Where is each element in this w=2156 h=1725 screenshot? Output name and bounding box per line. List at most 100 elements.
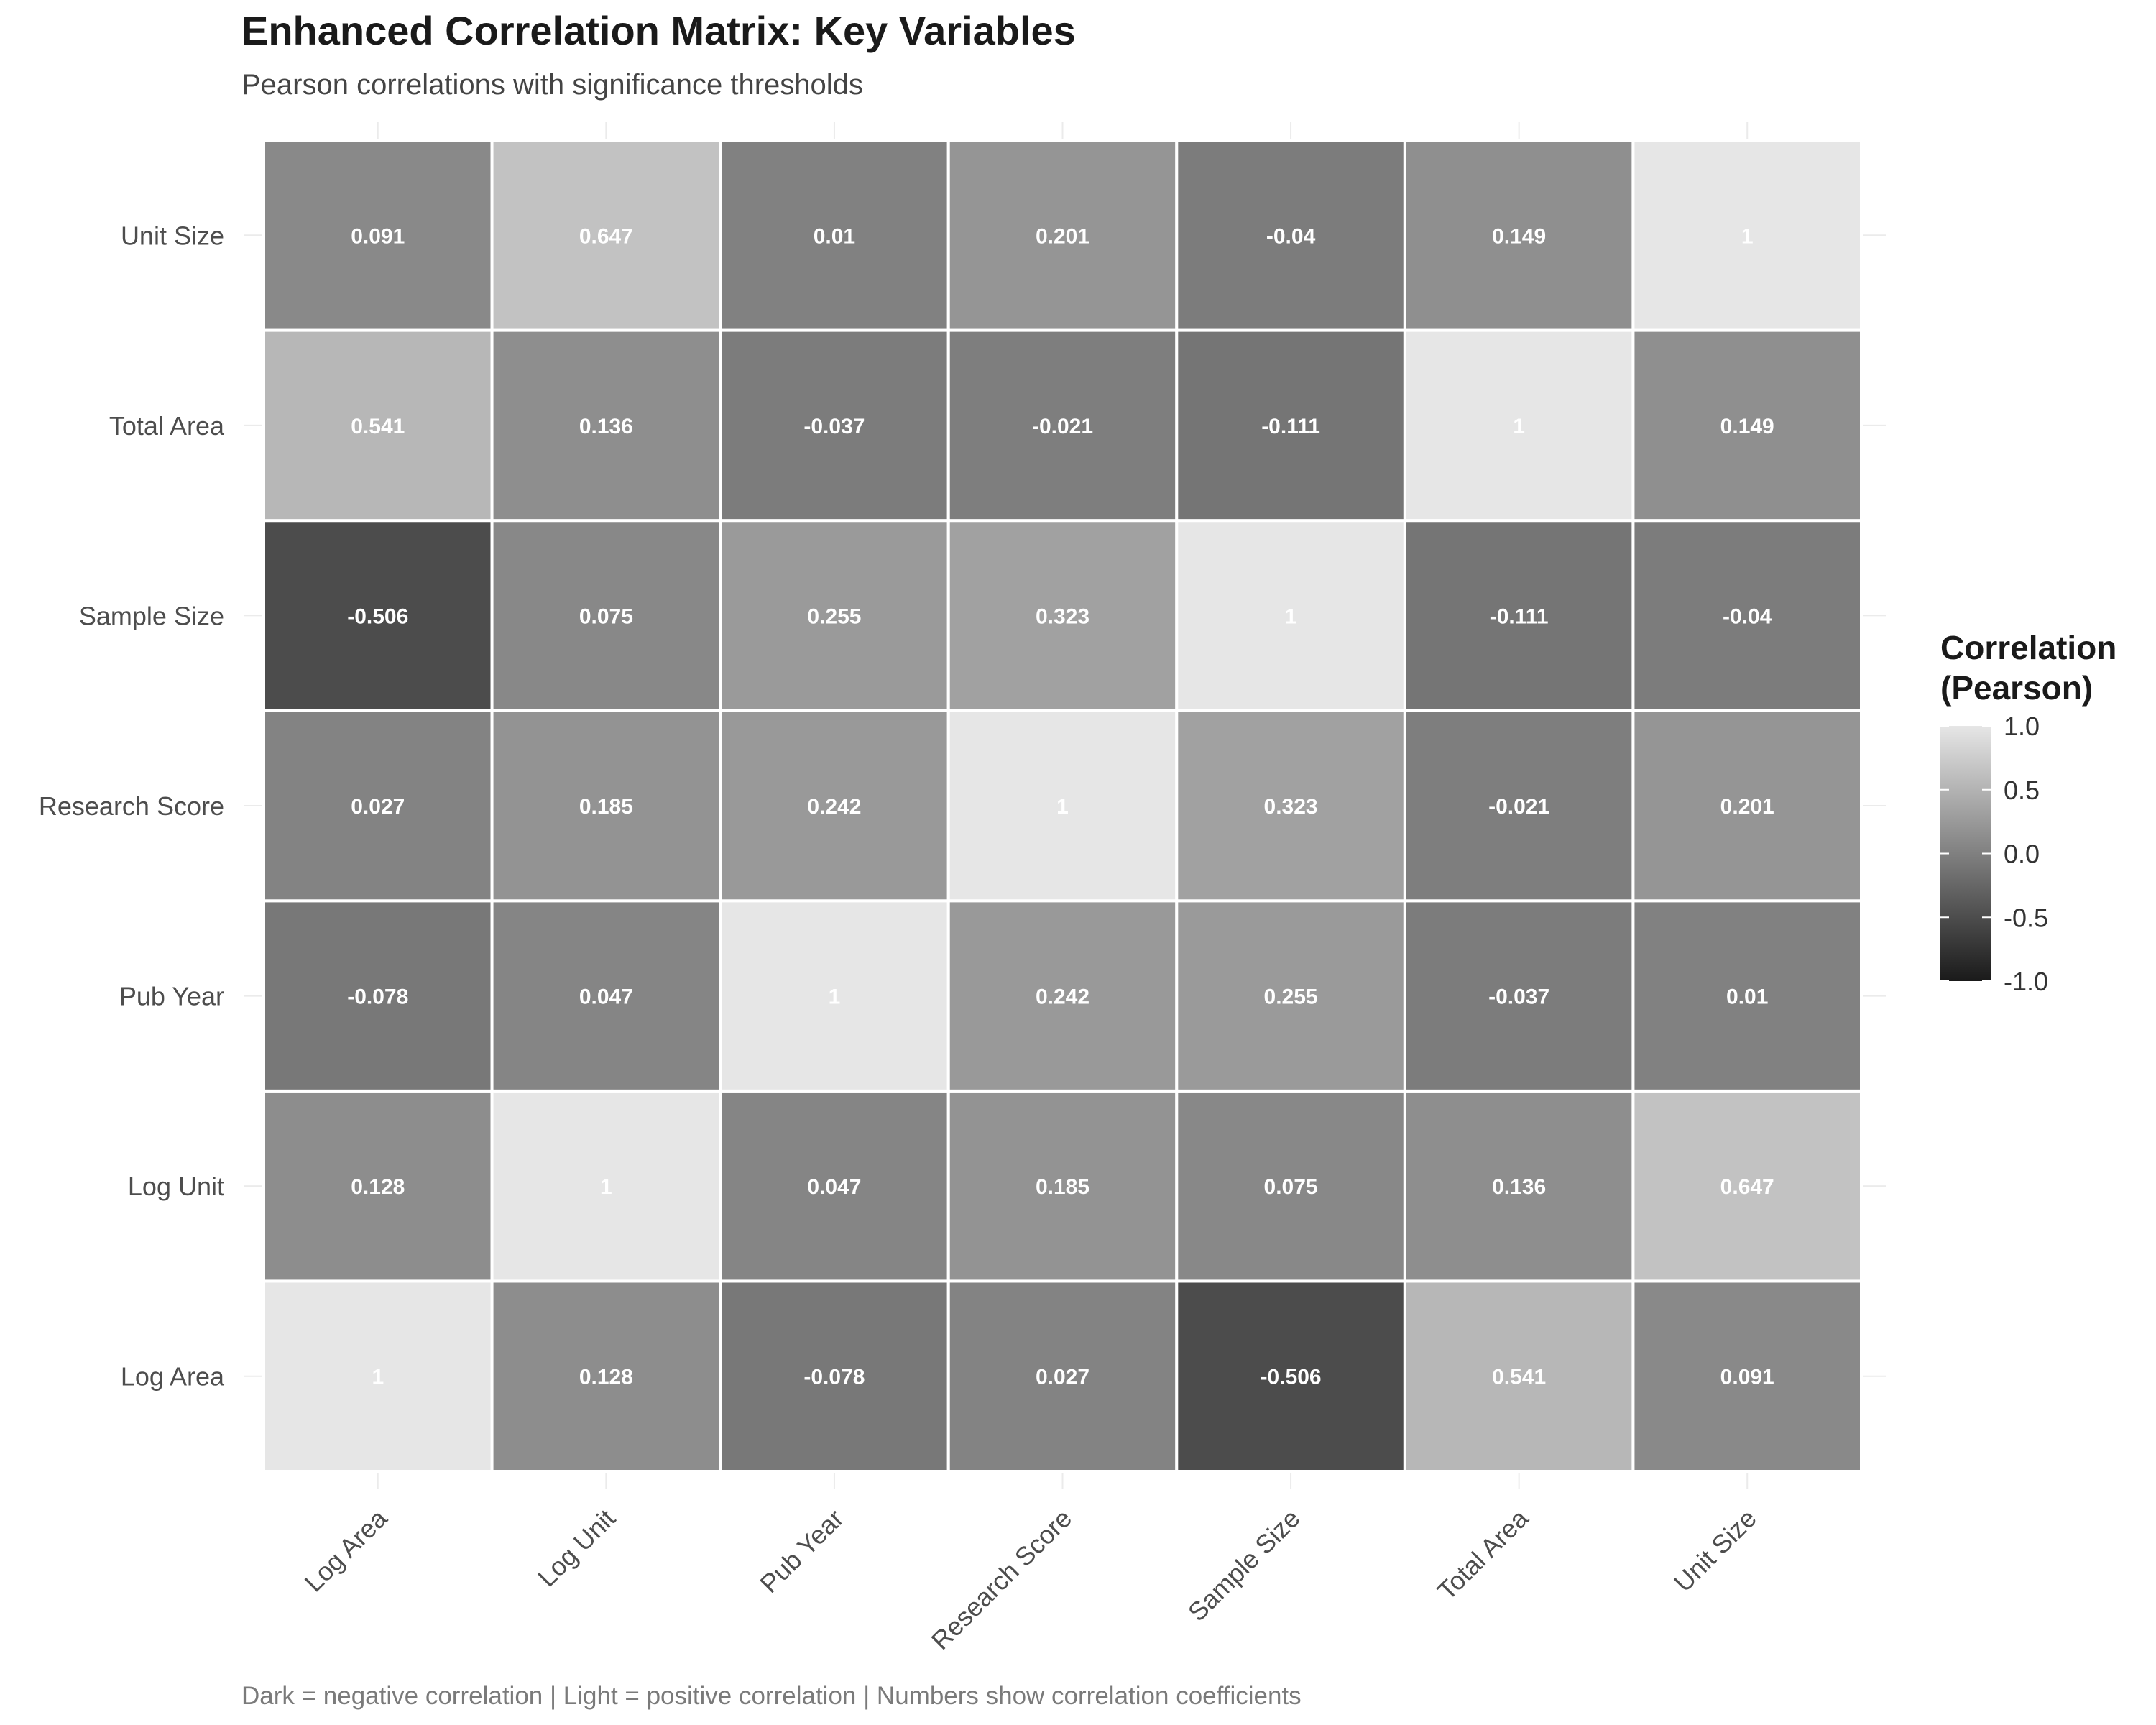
- cell-value-label: 1: [372, 1366, 384, 1389]
- cell-value-label: -0.111: [1261, 415, 1320, 438]
- chart-caption: Dark = negative correlation | Light = po…: [241, 1682, 1302, 1710]
- legend-title: Correlation (Pearson): [1940, 627, 2116, 708]
- heatmap-cell: [719, 899, 950, 1092]
- cell-value-label: 0.201: [1036, 224, 1089, 248]
- cell-value-label: 0.185: [1036, 1175, 1089, 1199]
- cell-value-label: 1: [600, 1175, 612, 1199]
- cell-value-label: 0.149: [1720, 415, 1774, 438]
- legend-tick-label: -0.5: [2004, 903, 2048, 932]
- cell-value-label: 0.255: [807, 604, 861, 628]
- cell-value-label: -0.04: [1723, 604, 1772, 628]
- y-tick-label: Research Score: [39, 791, 224, 821]
- heatmap-cell: [1175, 709, 1406, 903]
- heatmap-cell: [1403, 1089, 1635, 1283]
- heatmap-cell: [946, 139, 1179, 332]
- cell-value-label: -0.037: [803, 415, 865, 438]
- cell-value-label: 0.027: [1036, 1366, 1089, 1389]
- cell-value-label: 0.075: [1264, 1175, 1318, 1199]
- heatmap-cell: [490, 899, 722, 1092]
- x-tick-label: Log Unit: [532, 1504, 621, 1593]
- chart-title: Enhanced Correlation Matrix: Key Variabl…: [241, 8, 1076, 53]
- heatmap-cell: [719, 328, 950, 523]
- heatmap-cell: [490, 139, 722, 332]
- heatmap-cell: [946, 1089, 1179, 1283]
- x-tick-label: Unit Size: [1668, 1504, 1762, 1598]
- heatmap-cell: [946, 519, 1179, 712]
- y-tick-label: Log Unit: [128, 1172, 224, 1201]
- heatmap-cell: [1403, 709, 1635, 903]
- y-tick-label: Unit Size: [121, 221, 224, 250]
- heatmap-cell: [719, 519, 950, 712]
- cell-value-label: -0.111: [1490, 604, 1549, 628]
- heatmap-cell: [946, 328, 1179, 523]
- legend-tick-label: 0.0: [2004, 840, 2040, 869]
- cell-value-label: 0.323: [1036, 604, 1089, 628]
- cell-value-label: 0.075: [579, 604, 633, 628]
- cell-value-label: -0.506: [347, 604, 408, 628]
- x-tick-label: Pub Year: [754, 1504, 849, 1598]
- cell-value-label: 1: [1513, 415, 1525, 438]
- legend-tick-label: 1.0: [2004, 712, 2040, 741]
- heatmap-cell: [719, 1279, 950, 1473]
- cell-value-label: 0.128: [579, 1366, 633, 1389]
- cell-value-label: 0.242: [807, 795, 861, 819]
- heatmap-cell: [1631, 1279, 1863, 1473]
- cell-value-label: -0.021: [1032, 415, 1093, 438]
- heatmap-cell: [1403, 899, 1635, 1092]
- cell-value-label: 1: [1741, 224, 1754, 248]
- cell-value-label: 0.242: [1036, 985, 1089, 1009]
- y-tick-label: Sample Size: [79, 601, 224, 630]
- heatmap-cell: [1175, 1089, 1406, 1283]
- y-tick-label: Total Area: [109, 411, 225, 441]
- heatmap-cell: [946, 709, 1179, 903]
- y-tick-label: Log Area: [121, 1362, 225, 1392]
- cell-value-label: 0.047: [579, 985, 633, 1009]
- cell-value-label: 0.01: [1726, 985, 1768, 1009]
- legend-title-line2: (Pearson): [1940, 669, 2093, 707]
- heatmap-cell: [1403, 328, 1635, 523]
- cell-value-label: 0.541: [351, 415, 405, 438]
- heatmap-cell: [1175, 899, 1406, 1092]
- cell-value-label: 0.541: [1492, 1366, 1546, 1389]
- heatmap-cell: [1175, 328, 1406, 523]
- x-tick-label: Sample Size: [1182, 1504, 1306, 1627]
- cell-value-label: -0.078: [347, 985, 408, 1009]
- cell-value-label: 0.091: [351, 224, 405, 248]
- cell-value-label: -0.04: [1266, 224, 1316, 248]
- heatmap-cells: 1 0.128 -0.078 0.027 -0.506 0.541 0.091 0.128 1 0…: [262, 139, 1863, 1473]
- heatmap-cell: [262, 1089, 494, 1283]
- cell-value-label: -0.506: [1261, 1366, 1322, 1389]
- heatmap-cell: [946, 899, 1179, 1092]
- heatmap-cell: [262, 519, 494, 712]
- heatmap-cell: [262, 709, 494, 903]
- y-tick-label: Pub Year: [119, 982, 224, 1011]
- heatmap-cell: [490, 1089, 722, 1283]
- heatmap-cell: [1403, 519, 1635, 712]
- cell-value-label: -0.037: [1488, 985, 1549, 1009]
- cell-value-label: 0.091: [1720, 1366, 1774, 1389]
- cell-value-label: 0.01: [814, 224, 855, 248]
- heatmap-cell: [1631, 139, 1863, 332]
- heatmap-cell: [1631, 328, 1863, 523]
- heatmap-cell: [1403, 1279, 1635, 1473]
- legend-tick-label: 0.5: [2004, 776, 2040, 805]
- heatmap-cell: [719, 1089, 950, 1283]
- heatmap-cell: [1631, 519, 1863, 712]
- heatmap-cell: [1175, 519, 1406, 712]
- cell-value-label: 0.185: [579, 795, 633, 819]
- cell-value-label: 0.149: [1492, 224, 1546, 248]
- heatmap-cell: [262, 139, 494, 332]
- x-tick-label: Research Score: [926, 1504, 1078, 1656]
- x-tick-label: Total Area: [1432, 1503, 1534, 1606]
- cell-value-label: -0.021: [1488, 795, 1549, 819]
- cell-value-label: 0.136: [1492, 1175, 1546, 1199]
- cell-value-label: 0.047: [807, 1175, 861, 1199]
- chart-subtitle: Pearson correlations with significance t…: [241, 69, 863, 101]
- heatmap-cell: [490, 1279, 722, 1473]
- heatmap-cell: [1631, 1089, 1863, 1283]
- x-tick-label: Log Area: [299, 1503, 394, 1598]
- cell-value-label: 1: [1285, 604, 1297, 628]
- heatmap-cell: [490, 328, 722, 523]
- cell-value-label: 1: [1056, 795, 1069, 819]
- heatmap-cell: [1631, 899, 1863, 1092]
